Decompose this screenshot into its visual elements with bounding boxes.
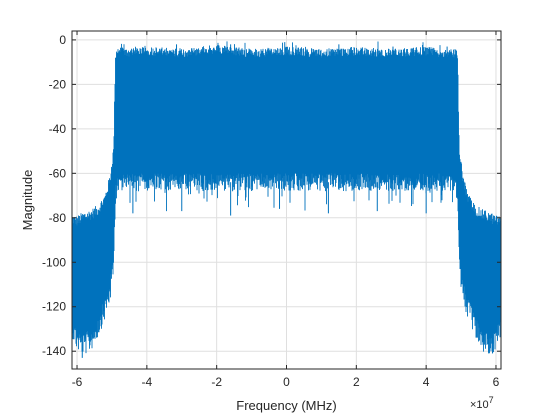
- x-exponent-power: 7: [489, 395, 494, 405]
- x-exponent-base: ×10: [470, 399, 489, 411]
- y-tick-label: 0: [59, 33, 66, 47]
- x-tick-label: -6: [72, 375, 83, 389]
- x-tick-label: 0: [283, 375, 290, 389]
- x-tick-label: 4: [423, 375, 430, 389]
- y-tick-label: -80: [49, 211, 67, 225]
- x-exponent-label: ×107: [470, 395, 494, 411]
- x-axis-label: Frequency (MHz): [236, 398, 336, 413]
- y-tick-label: -120: [42, 300, 66, 314]
- y-tick-label: -140: [42, 344, 66, 358]
- x-tick-label: 2: [353, 375, 360, 389]
- y-axis-label: Magnitude: [20, 170, 35, 231]
- y-tick-label: -60: [49, 166, 67, 180]
- x-tick-label: -2: [211, 375, 222, 389]
- x-tick-label: -4: [142, 375, 153, 389]
- y-tick-label: -100: [42, 255, 66, 269]
- x-tick-label: 6: [493, 375, 500, 389]
- y-tick-label: -40: [49, 122, 67, 136]
- ticks: -6 -4 -2 0 2 4 60-20-40-60-80-100-120-140: [42, 31, 501, 389]
- y-tick-label: -20: [49, 77, 67, 91]
